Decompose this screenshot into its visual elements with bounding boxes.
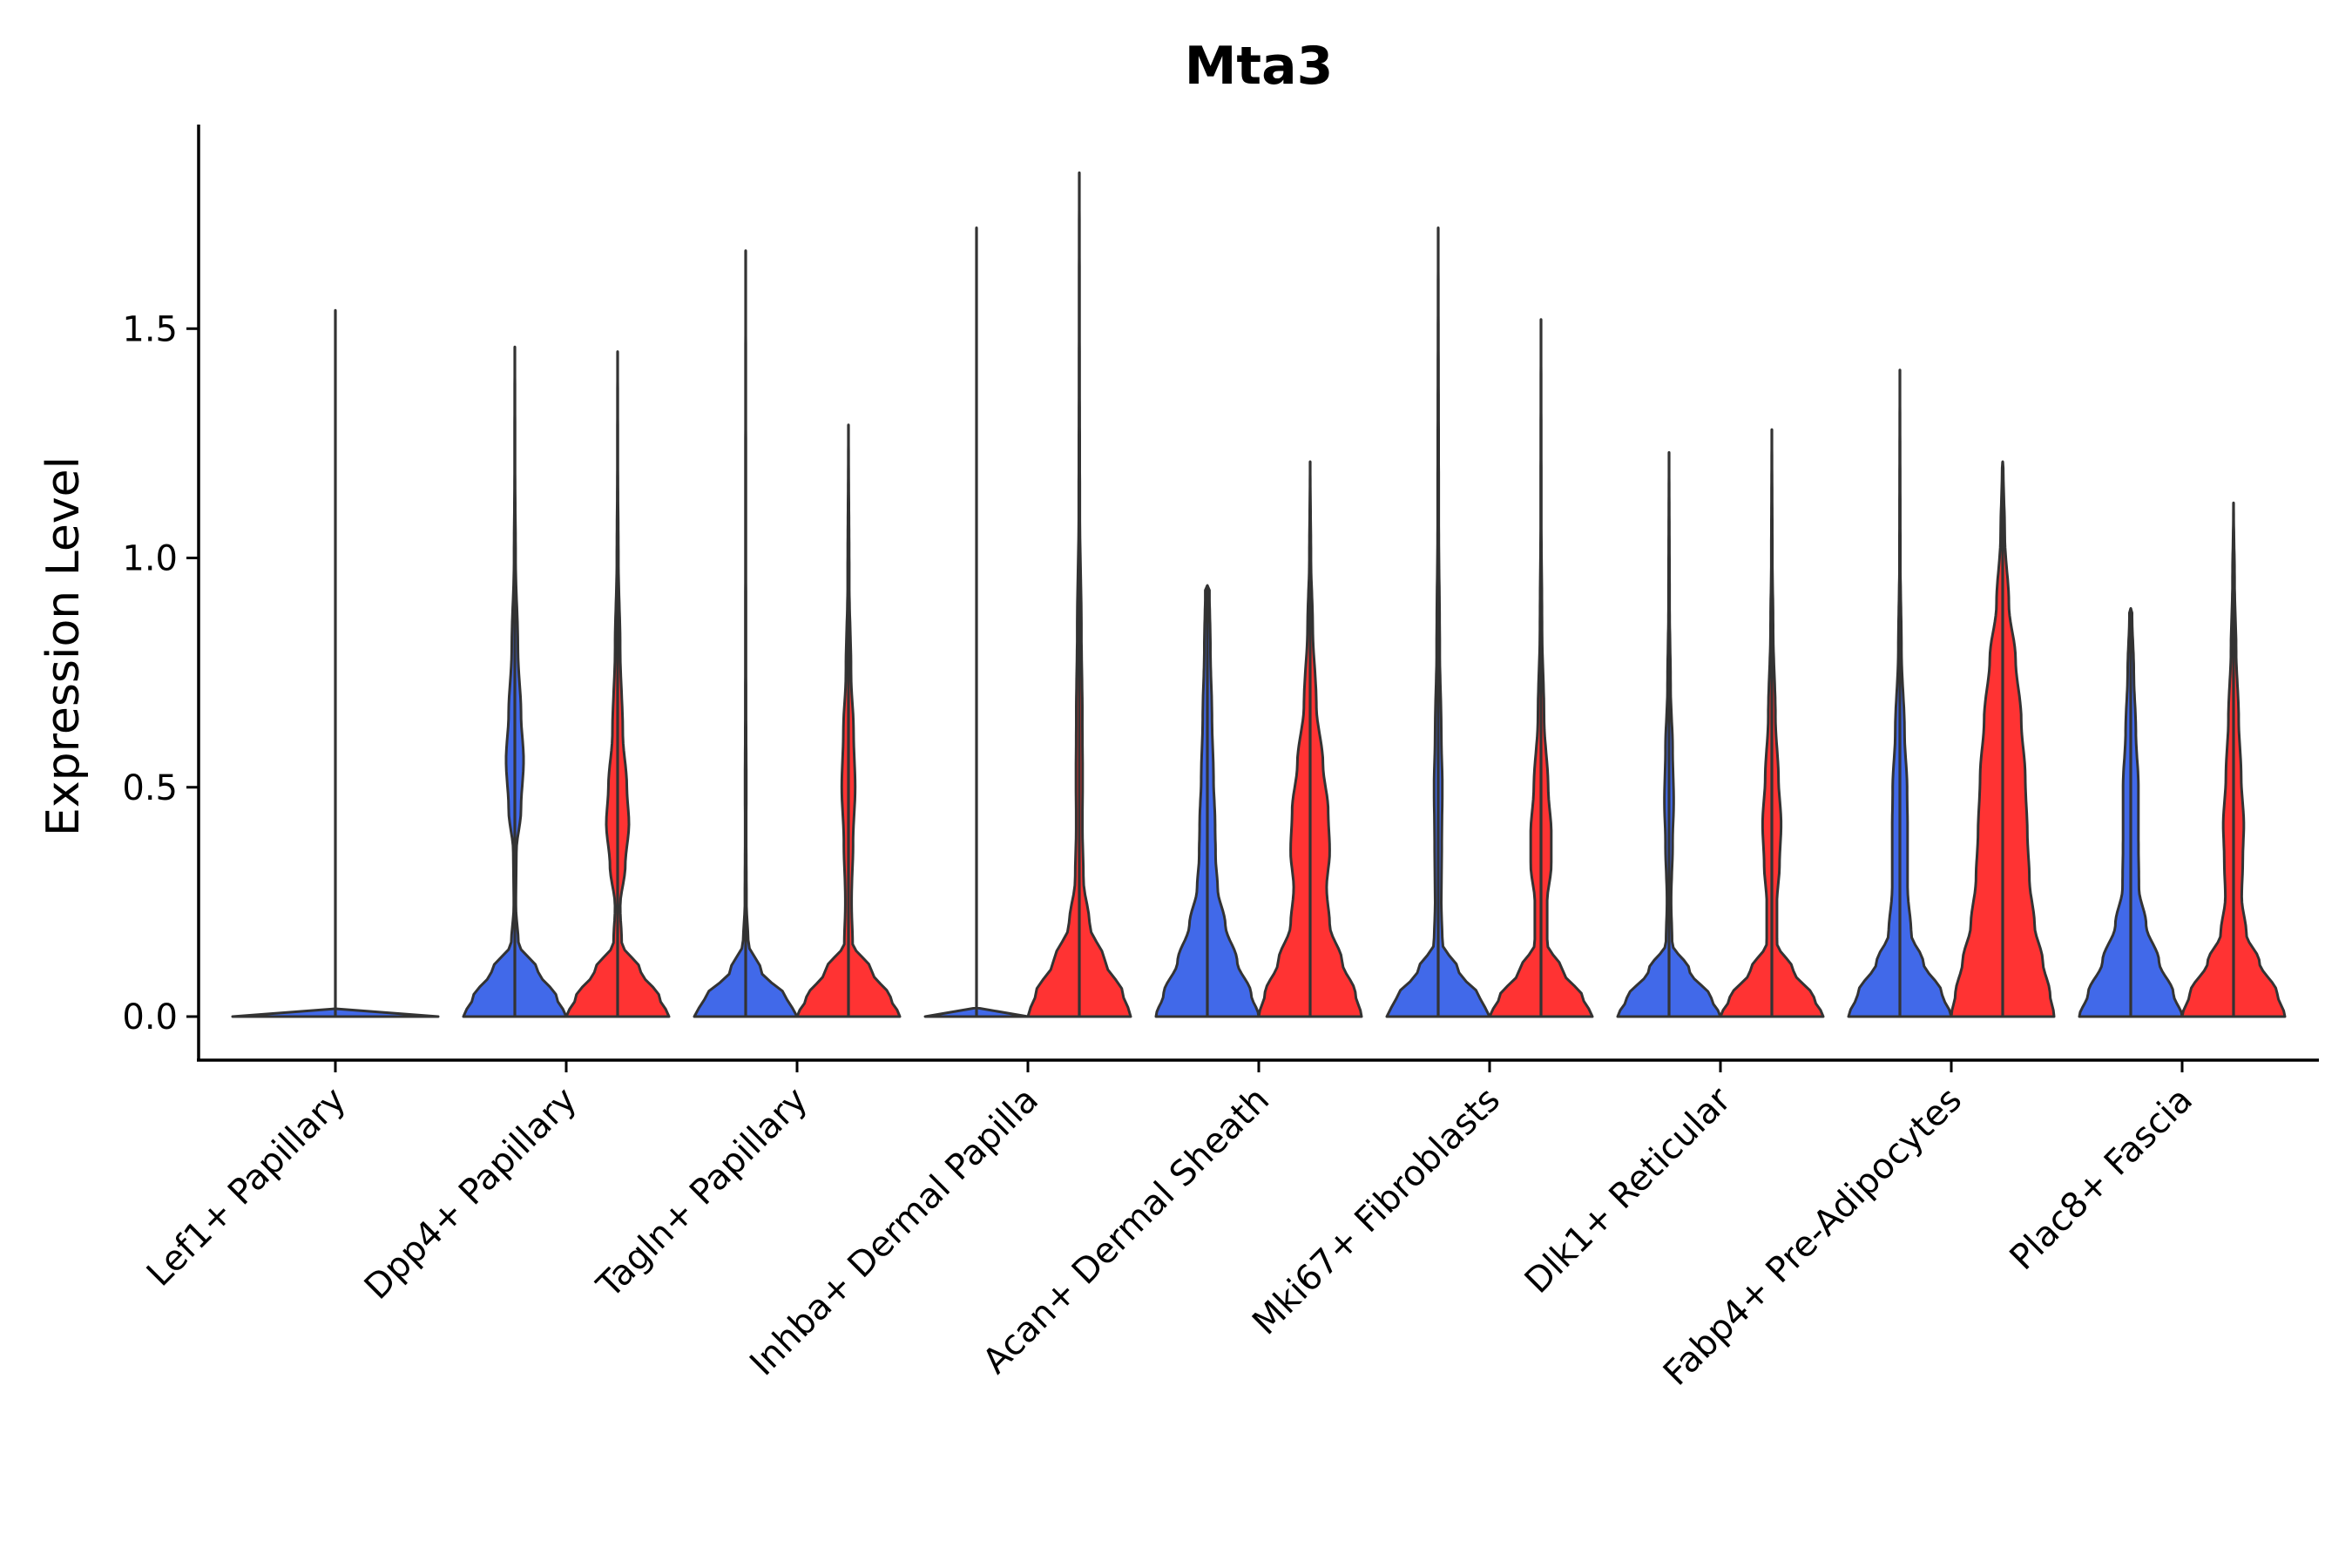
y-axis-label: Expression Level bbox=[37, 456, 90, 836]
x-tick-label: Dpp4+ Papillary bbox=[357, 1080, 585, 1308]
y-tick-label: 0.5 bbox=[122, 768, 178, 808]
y-tick-label: 1.0 bbox=[122, 539, 178, 579]
x-axis: Lef1+ Papillary Dpp4+ Papillary Tagln+ Pap… bbox=[139, 1060, 2200, 1394]
y-tick-label: 0.0 bbox=[122, 997, 178, 1037]
x-tick-label: Dlk1+ Reticular bbox=[1517, 1079, 1740, 1301]
violins-layer bbox=[231, 171, 2287, 1018]
x-tick-label: Mki67+ Fibroblasts bbox=[1245, 1080, 1508, 1343]
x-tick-label: Tagln+ Papillary bbox=[589, 1080, 815, 1307]
x-tick-label: Lef1+ Papillary bbox=[139, 1080, 354, 1294]
x-tick-label: Plac8+ Fascia bbox=[2003, 1080, 2201, 1279]
y-tick-label: 1.5 bbox=[122, 309, 178, 349]
y-axis: 0.0 0.5 1.0 1.5 bbox=[122, 309, 199, 1037]
chart-title: Mta3 bbox=[1185, 36, 1334, 97]
